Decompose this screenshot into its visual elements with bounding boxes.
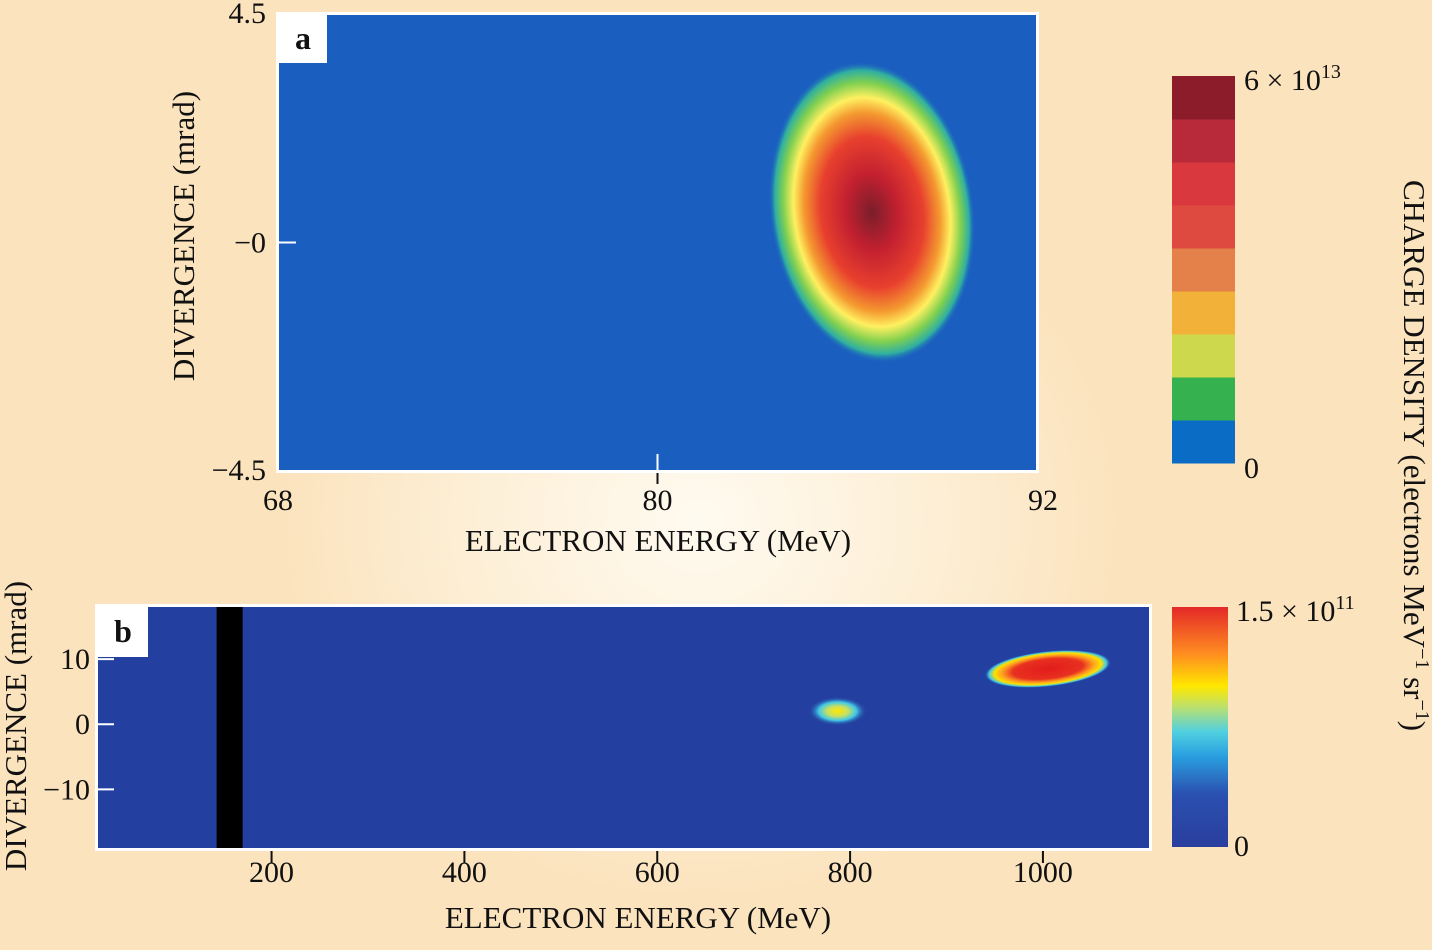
panel-b-ticks: 200 400 600 800 1000 10 0 −10: [43, 643, 1073, 889]
panel-a-xtick-label: 92: [1028, 484, 1058, 517]
panel-b-black-stripe: [216, 607, 243, 848]
panel-a-ytick-label: −4.5: [212, 454, 266, 487]
panel-a-colorbar-step: [1172, 162, 1235, 206]
panel-b-ytick-label: −10: [43, 773, 90, 806]
panel-b-plot-area: [98, 607, 1149, 848]
panel-a-colorbar-step: [1172, 420, 1235, 464]
panel-b: b 200 400 600 800 1000 10 0 −10 ELECTRON ENERGY…: [0, 581, 1355, 935]
panel-a-ylabel: DIVERGENCE (mrad): [166, 91, 201, 381]
panel-b-xtick-label: 600: [635, 856, 680, 889]
panel-a-colorbar-step: [1172, 248, 1235, 292]
panel-b-colorbar: [1172, 607, 1228, 847]
panel-b-letter-box: [98, 607, 148, 657]
panel-a-colorbar: [1172, 76, 1235, 464]
panel-b-ytick-label: 0: [75, 708, 90, 741]
panel-b-bunch-1: [984, 649, 1112, 688]
panel-a-letter: a: [295, 20, 311, 56]
panel-a-colorbar-step: [1172, 119, 1235, 163]
panel-b-ylabel: DIVERGENCE (mrad): [0, 581, 33, 871]
panel-b-colorbar-min: 0: [1234, 830, 1249, 863]
panel-b-xtick-label: 200: [249, 856, 294, 889]
panel-a-colorbar-step: [1172, 76, 1235, 120]
panel-a-letter-box: [279, 15, 327, 63]
panel-a-colorbar-step: [1172, 377, 1235, 421]
panel-b-xlabel: ELECTRON ENERGY (MeV): [445, 900, 831, 935]
panel-a-ytick-label: 4.5: [229, 0, 267, 30]
panel-b-xtick-label: 1000: [1013, 856, 1073, 889]
panel-b-xtick-label: 800: [828, 856, 873, 889]
panel-a-bunch: [768, 61, 976, 364]
panel-a-xtick-label: 68: [263, 484, 293, 517]
panel-a-colorbar-max: 6 × 1013: [1244, 61, 1341, 97]
panel-a-colorbar-step: [1172, 205, 1235, 249]
panel-a-bunch-0: [768, 61, 976, 364]
panel-a-xtick-label: 80: [643, 484, 673, 517]
panel-b-letter: b: [114, 613, 132, 649]
panel-a-colorbar-step: [1172, 334, 1235, 378]
panel-a-ticks: 68 80 92 4.5 −0 −4.5: [212, 0, 1058, 517]
panel-b-xtick-label: 400: [442, 856, 487, 889]
panel-b-ytick-label: 10: [60, 643, 90, 676]
panel-a-xlabel: ELECTRON ENERGY (MeV): [465, 523, 851, 558]
colorbar-title: CHARGE DENSITY (electrons MeV−1 sr−1): [1397, 180, 1432, 731]
panel-b-bunch-0: [808, 696, 867, 726]
panel-a-colorbar-min: 0: [1244, 452, 1259, 485]
panel-a: a 68 80 924.5−0−4.5 ELECTRON ENERGY (MeV) …: [166, 0, 1341, 558]
panel-a-ytick-label: −0: [234, 227, 266, 260]
panel-b-colorbar-max: 1.5 × 1011: [1236, 592, 1355, 628]
panel-a-colorbar-step: [1172, 291, 1235, 335]
panel-b-features: [216, 607, 1112, 848]
